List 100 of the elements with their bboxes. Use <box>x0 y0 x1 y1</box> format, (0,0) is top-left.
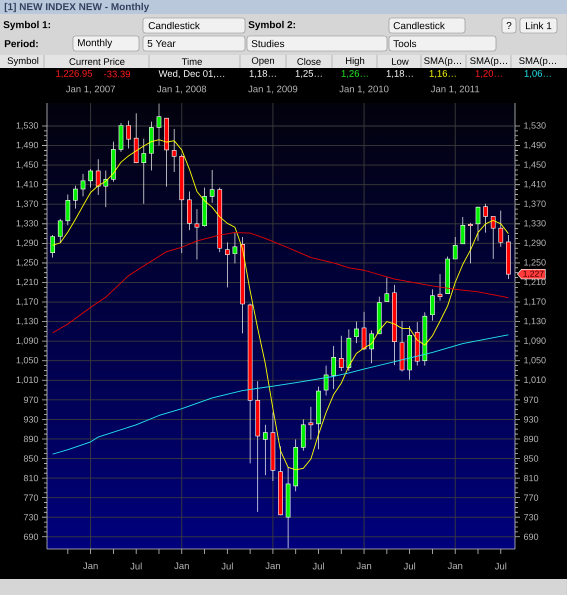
x-tick-label: Jul <box>312 562 324 570</box>
y-tick-label: 690 <box>24 534 38 540</box>
y-tick-label: 1,090 <box>16 337 38 345</box>
text: Period: <box>4 40 38 48</box>
candlestick <box>65 194 70 226</box>
y2-tick-label: 970 <box>524 396 538 404</box>
text: 1,20… <box>476 70 502 78</box>
x-tick-label: Jan <box>448 562 462 570</box>
text: Studies <box>252 40 284 48</box>
candlestick <box>194 208 200 260</box>
y2-tick-label: 1,170 <box>524 298 546 306</box>
y2-tick-label: 1,050 <box>524 357 546 364</box>
text: Close <box>297 58 321 65</box>
candlestick <box>232 232 238 264</box>
y-tick-label: 1,010 <box>16 376 38 384</box>
y2-tick-label: 1,250 <box>524 259 546 267</box>
y-tick-label: 1,130 <box>16 318 38 326</box>
y-tick-label: 1,170 <box>16 298 38 306</box>
text: SMA(p… <box>424 57 461 66</box>
y2-tick-label: 1,370 <box>524 200 546 208</box>
text: -33.39 <box>104 70 130 78</box>
x2-tick-label: Jan 1, 2010 <box>339 86 388 94</box>
y-tick-label: 970 <box>24 396 38 404</box>
candlestick <box>438 274 442 301</box>
candlestick <box>210 170 214 204</box>
x-tick-label: Jan <box>174 562 189 570</box>
y2-tick-label: 1,210 <box>524 278 546 286</box>
x-tick-label: Jan <box>83 562 98 570</box>
y-tick-label: 1,210 <box>16 278 38 286</box>
text: 5 Year <box>148 40 176 47</box>
x-tick-label: Jan <box>265 562 280 570</box>
candlestick <box>73 185 78 209</box>
y-tick-label: 850 <box>24 455 38 462</box>
candlestick <box>80 174 86 197</box>
y-tick-label: 1,330 <box>16 220 38 228</box>
y2-tick-label: 1,090 <box>524 337 546 345</box>
candlestick <box>354 321 359 344</box>
text: 1,16… <box>430 70 456 78</box>
x2-tick-label: Jan 1, 2007 <box>66 86 115 94</box>
candlestick <box>362 311 366 350</box>
y2-tick-label: 1,130 <box>524 318 546 326</box>
text: Symbol 1: <box>3 20 50 30</box>
x-tick-label: Jan <box>356 562 372 570</box>
text: Link 1 <box>526 22 552 30</box>
candlestick <box>300 419 306 452</box>
candlestick <box>476 206 480 242</box>
text: 1,26… <box>342 70 368 78</box>
y2-tick-label: 890 <box>524 436 538 442</box>
text: 1,18… <box>386 70 413 78</box>
text: 1,18… <box>250 70 276 78</box>
x-tick-label: Jul <box>221 562 233 570</box>
candlestick <box>331 346 336 390</box>
candlestick <box>498 210 504 248</box>
text: Tools <box>393 40 416 48</box>
y-tick-label: 1,410 <box>16 180 38 188</box>
candlestick <box>308 406 314 440</box>
y2-tick-label: 770 <box>524 494 538 501</box>
y-tick-label: 890 <box>24 436 38 442</box>
x-tick-label: Jul <box>130 562 142 570</box>
text: 1,25… <box>296 70 322 78</box>
text: 1,226.95 <box>56 70 92 78</box>
candlestick <box>262 424 268 476</box>
y-tick-label: 810 <box>24 474 38 482</box>
text: Current Price <box>70 58 125 65</box>
x-tick-label: Jul <box>494 562 506 570</box>
candlestick <box>460 216 466 244</box>
x2-tick-label: Jan 1, 2011 <box>430 86 480 94</box>
y-tick-label: 1,250 <box>16 259 38 267</box>
y2-tick-label: 1,290 <box>524 240 546 248</box>
line-series <box>52 334 509 455</box>
text: Candlestick <box>148 22 200 30</box>
y-tick-label: 730 <box>24 514 38 520</box>
y-tick-label: 1,370 <box>16 200 38 208</box>
candlestick <box>96 158 101 196</box>
candlestick <box>483 203 488 233</box>
x2-tick-label: Jan 1, 2008 <box>157 86 206 94</box>
x2-tick-label: Jan 1, 2009 <box>248 86 298 94</box>
text: Open <box>252 57 274 66</box>
y2-tick-label: 690 <box>524 534 538 540</box>
y2-tick-label: 1,410 <box>524 180 546 188</box>
y2-tick-label: 1,010 <box>524 376 546 384</box>
candlestick <box>384 277 390 302</box>
candlestick <box>468 222 473 264</box>
y2-tick-label: 1,530 <box>524 122 546 130</box>
y2-tick-label: 1,330 <box>524 220 546 228</box>
text: Symbol 2: <box>248 20 296 30</box>
y-tick-label: 1,450 <box>16 161 38 169</box>
candlestick <box>126 120 131 149</box>
text: SMA(p… <box>470 57 507 66</box>
candlestick <box>88 168 93 188</box>
text: 1,227 <box>523 270 544 278</box>
y-tick-label: 1,490 <box>16 142 38 150</box>
candlestick <box>338 335 344 372</box>
candlestick <box>172 128 177 172</box>
y2-tick-label: 850 <box>524 455 538 462</box>
candlestick <box>490 216 496 260</box>
candlestick <box>58 218 63 244</box>
text: ? <box>506 22 512 29</box>
text: Time <box>182 58 202 65</box>
y-tick-label: 930 <box>24 416 38 423</box>
